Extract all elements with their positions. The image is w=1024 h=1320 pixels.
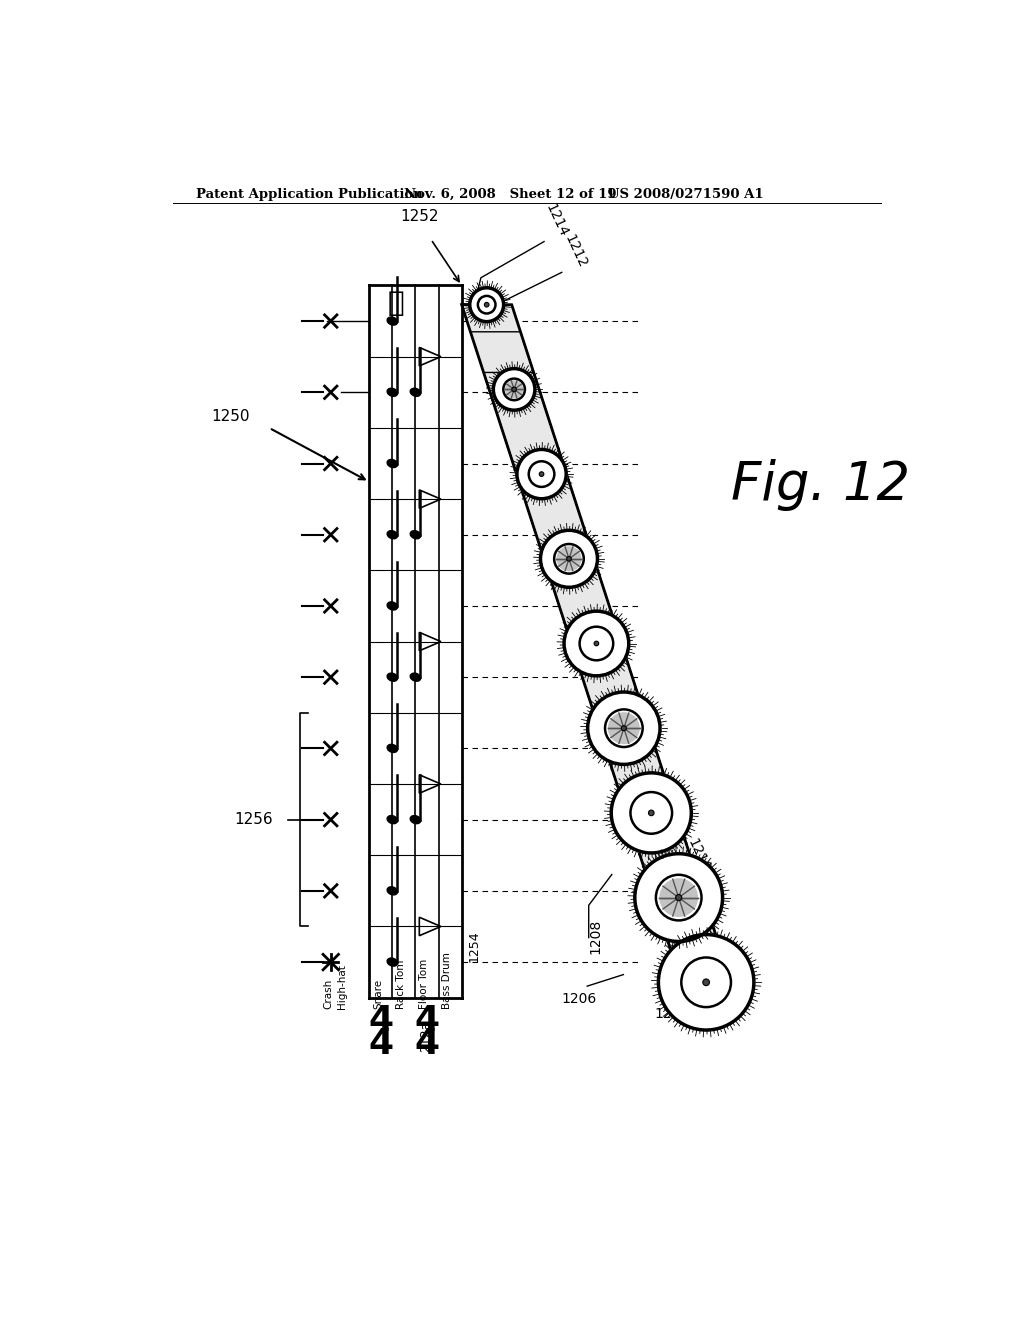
Ellipse shape xyxy=(387,816,397,824)
Text: 1256: 1256 xyxy=(234,812,273,828)
Circle shape xyxy=(659,878,698,917)
Text: 𝄞: 𝄞 xyxy=(388,289,404,317)
Text: 212a: 212a xyxy=(419,1020,432,1052)
Text: Bass Drum: Bass Drum xyxy=(442,952,453,1010)
Text: High-hat: High-hat xyxy=(337,965,347,1010)
Circle shape xyxy=(512,387,516,392)
Circle shape xyxy=(505,380,523,399)
Circle shape xyxy=(515,447,567,500)
Circle shape xyxy=(562,610,631,677)
Circle shape xyxy=(702,979,710,986)
Text: 1252: 1252 xyxy=(400,209,438,224)
Circle shape xyxy=(656,933,756,1032)
Circle shape xyxy=(633,853,724,942)
Text: Fig. 12: Fig. 12 xyxy=(731,459,910,511)
Ellipse shape xyxy=(411,531,421,539)
Polygon shape xyxy=(462,305,731,982)
Circle shape xyxy=(540,471,544,477)
Text: 4: 4 xyxy=(369,1003,393,1038)
Ellipse shape xyxy=(411,388,421,396)
Text: Patent Application Publication: Patent Application Publication xyxy=(196,187,423,201)
Circle shape xyxy=(492,367,537,412)
Text: 1254: 1254 xyxy=(468,931,481,962)
Ellipse shape xyxy=(411,673,421,681)
Text: 4: 4 xyxy=(415,1027,439,1061)
Text: 1204: 1204 xyxy=(716,960,743,997)
Text: 1250: 1250 xyxy=(211,409,250,424)
Ellipse shape xyxy=(387,887,397,895)
Circle shape xyxy=(622,726,627,731)
Text: Nov. 6, 2008   Sheet 12 of 19: Nov. 6, 2008 Sheet 12 of 19 xyxy=(403,187,616,201)
Text: 4: 4 xyxy=(369,1027,393,1061)
Ellipse shape xyxy=(387,958,397,966)
Text: 1210: 1210 xyxy=(685,837,713,874)
Text: 1208: 1208 xyxy=(589,919,603,954)
Circle shape xyxy=(586,690,662,766)
Circle shape xyxy=(484,302,489,308)
Circle shape xyxy=(539,529,599,589)
Ellipse shape xyxy=(411,816,421,824)
Circle shape xyxy=(468,286,505,323)
Text: Floor Tom: Floor Tom xyxy=(419,960,429,1010)
Text: 1212: 1212 xyxy=(562,232,590,271)
Text: Crash: Crash xyxy=(323,979,333,1010)
Circle shape xyxy=(594,642,599,645)
Text: Snare: Snare xyxy=(373,979,383,1010)
Ellipse shape xyxy=(387,531,397,539)
Text: 1214: 1214 xyxy=(543,202,570,239)
Circle shape xyxy=(676,895,682,900)
Ellipse shape xyxy=(387,459,397,467)
Ellipse shape xyxy=(387,744,397,752)
Circle shape xyxy=(566,557,571,561)
Circle shape xyxy=(609,771,693,854)
Text: US 2008/0271590 A1: US 2008/0271590 A1 xyxy=(608,187,764,201)
Text: 1206: 1206 xyxy=(562,991,597,1006)
Circle shape xyxy=(648,810,654,816)
Circle shape xyxy=(608,713,640,744)
Text: Rack Tom: Rack Tom xyxy=(396,960,407,1010)
Ellipse shape xyxy=(387,673,397,681)
Text: 1202: 1202 xyxy=(654,1007,689,1020)
Text: 4: 4 xyxy=(415,1003,439,1038)
Ellipse shape xyxy=(387,388,397,396)
Circle shape xyxy=(556,546,582,572)
Ellipse shape xyxy=(387,317,397,325)
Ellipse shape xyxy=(387,602,397,610)
